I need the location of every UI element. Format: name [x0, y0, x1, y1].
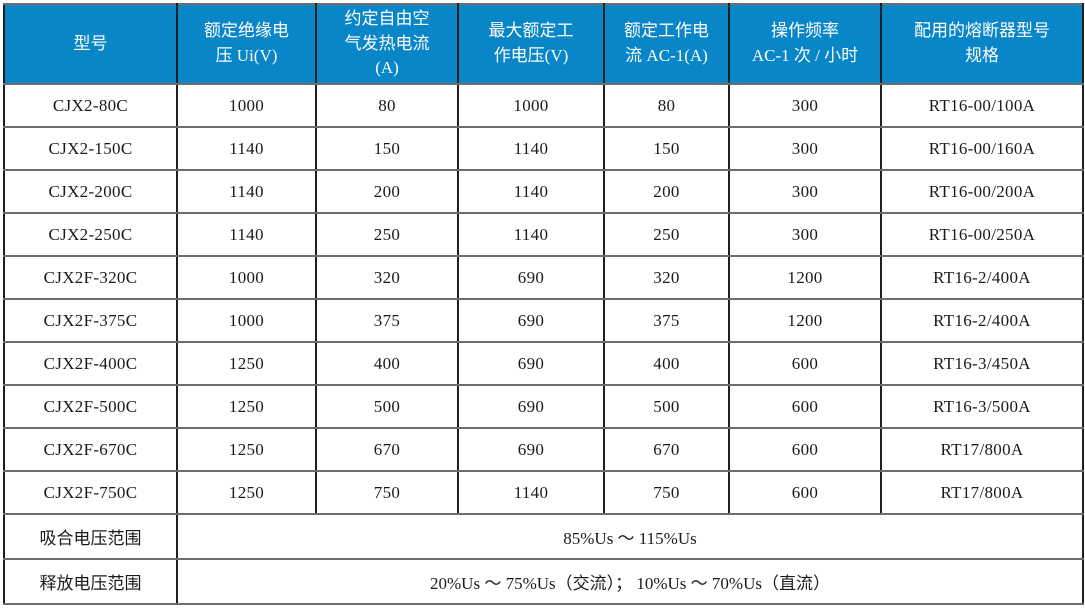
cell-fuse: RT17/800A	[880, 427, 1084, 472]
header-rated-insulation-voltage: 额定绝缘电 压 Ui(V)	[176, 3, 317, 85]
cell-model: CJX2F-320C	[3, 255, 178, 300]
header-conventional-free-air-thermal-current: 约定自由空 气发热电流 (A)	[315, 3, 459, 85]
cell-ie-ac1: 150	[603, 126, 730, 171]
cell-ie-ac1: 320	[603, 255, 730, 300]
cell-ue: 1140	[457, 126, 605, 171]
cell-op-frequency: 300	[728, 212, 882, 257]
cell-ie-ac1: 500	[603, 384, 730, 429]
cell-ue: 1140	[457, 169, 605, 214]
cell-ue: 1140	[457, 470, 605, 515]
cell-ue: 690	[457, 255, 605, 300]
table-row: CJX2-250C 1140 250 1140 250 300 RT16-00/…	[3, 212, 1084, 257]
cell-ui: 1140	[176, 169, 317, 214]
cell-ui: 1140	[176, 126, 317, 171]
cell-ui: 1250	[176, 427, 317, 472]
cell-fuse: RT17/800A	[880, 470, 1084, 515]
cell-fuse: RT16-2/400A	[880, 298, 1084, 343]
contactor-spec-table: 型号 额定绝缘电 压 Ui(V) 约定自由空 气发热电流 (A) 最大额定工 作…	[3, 3, 1084, 605]
cell-ith: 150	[315, 126, 459, 171]
cell-model: CJX2F-400C	[3, 341, 178, 386]
table-row: CJX2-80C 1000 80 1000 80 300 RT16-00/100…	[3, 83, 1084, 128]
cell-model: CJX2-250C	[3, 212, 178, 257]
cell-ie-ac1: 670	[603, 427, 730, 472]
table-row: CJX2F-375C 1000 375 690 375 1200 RT16-2/…	[3, 298, 1084, 343]
cell-ie-ac1: 250	[603, 212, 730, 257]
cell-ui: 1140	[176, 212, 317, 257]
cell-ie-ac1: 750	[603, 470, 730, 515]
cell-ue: 1140	[457, 212, 605, 257]
cell-ith: 80	[315, 83, 459, 128]
cell-fuse: RT16-00/100A	[880, 83, 1084, 128]
cell-ui: 1000	[176, 255, 317, 300]
cell-op-frequency: 1200	[728, 255, 882, 300]
release-voltage-range-label: 释放电压范围	[3, 558, 178, 605]
pickup-voltage-range-label: 吸合电压范围	[3, 513, 178, 560]
cell-ith: 200	[315, 169, 459, 214]
cell-ith: 250	[315, 212, 459, 257]
cell-op-frequency: 600	[728, 341, 882, 386]
cell-fuse: RT16-3/500A	[880, 384, 1084, 429]
cell-fuse: RT16-00/200A	[880, 169, 1084, 214]
table-row: CJX2-150C 1140 150 1140 150 300 RT16-00/…	[3, 126, 1084, 171]
cell-model: CJX2F-375C	[3, 298, 178, 343]
cell-fuse: RT16-00/250A	[880, 212, 1084, 257]
cell-ue: 1000	[457, 83, 605, 128]
cell-ith: 375	[315, 298, 459, 343]
header-matching-fuse-model: 配用的熔断器型号 规格	[880, 3, 1084, 85]
header-operating-frequency: 操作频率 AC-1 次 / 小时	[728, 3, 882, 85]
cell-ith: 500	[315, 384, 459, 429]
cell-op-frequency: 1200	[728, 298, 882, 343]
cell-ui: 1000	[176, 298, 317, 343]
cell-op-frequency: 600	[728, 427, 882, 472]
cell-ui: 1250	[176, 470, 317, 515]
cell-fuse: RT16-2/400A	[880, 255, 1084, 300]
cell-model: CJX2-200C	[3, 169, 178, 214]
cell-ith: 320	[315, 255, 459, 300]
header-model: 型号	[3, 3, 178, 85]
table-row: CJX2F-670C 1250 670 690 670 600 RT17/800…	[3, 427, 1084, 472]
pickup-voltage-range-row: 吸合电压范围 85%Us ～ 115%Us	[3, 513, 1084, 560]
cell-model: CJX2-150C	[3, 126, 178, 171]
cell-ue: 690	[457, 427, 605, 472]
cell-model: CJX2-80C	[3, 83, 178, 128]
release-voltage-range-value: 20%Us ～ 75%Us（交流）； 10%Us ～ 70%Us（直流）	[176, 558, 1084, 605]
cell-op-frequency: 600	[728, 384, 882, 429]
header-max-rated-operational-voltage: 最大额定工 作电压(V)	[457, 3, 605, 85]
header-rated-operational-current-ac1: 额定工作电 流 AC-1(A)	[603, 3, 730, 85]
cell-ith: 400	[315, 341, 459, 386]
release-voltage-range-row: 释放电压范围 20%Us ～ 75%Us（交流）； 10%Us ～ 70%Us（…	[3, 558, 1084, 605]
cell-op-frequency: 300	[728, 126, 882, 171]
cell-ie-ac1: 375	[603, 298, 730, 343]
cell-fuse: RT16-00/160A	[880, 126, 1084, 171]
cell-ue: 690	[457, 384, 605, 429]
cell-ith: 750	[315, 470, 459, 515]
cell-op-frequency: 300	[728, 169, 882, 214]
cell-op-frequency: 300	[728, 83, 882, 128]
cell-ie-ac1: 80	[603, 83, 730, 128]
cell-ie-ac1: 400	[603, 341, 730, 386]
cell-model: CJX2F-500C	[3, 384, 178, 429]
cell-ue: 690	[457, 298, 605, 343]
table-row: CJX2F-500C 1250 500 690 500 600 RT16-3/5…	[3, 384, 1084, 429]
table-row: CJX2-200C 1140 200 1140 200 300 RT16-00/…	[3, 169, 1084, 214]
table-row: CJX2F-750C 1250 750 1140 750 600 RT17/80…	[3, 470, 1084, 515]
table-row: CJX2F-400C 1250 400 690 400 600 RT16-3/4…	[3, 341, 1084, 386]
cell-op-frequency: 600	[728, 470, 882, 515]
cell-ie-ac1: 200	[603, 169, 730, 214]
table-row: CJX2F-320C 1000 320 690 320 1200 RT16-2/…	[3, 255, 1084, 300]
cell-ui: 1000	[176, 83, 317, 128]
cell-ui: 1250	[176, 341, 317, 386]
cell-fuse: RT16-3/450A	[880, 341, 1084, 386]
cell-ue: 690	[457, 341, 605, 386]
cell-ui: 1250	[176, 384, 317, 429]
cell-ith: 670	[315, 427, 459, 472]
cell-model: CJX2F-750C	[3, 470, 178, 515]
table-header-row: 型号 额定绝缘电 压 Ui(V) 约定自由空 气发热电流 (A) 最大额定工 作…	[3, 3, 1084, 85]
pickup-voltage-range-value: 85%Us ～ 115%Us	[176, 513, 1084, 560]
cell-model: CJX2F-670C	[3, 427, 178, 472]
